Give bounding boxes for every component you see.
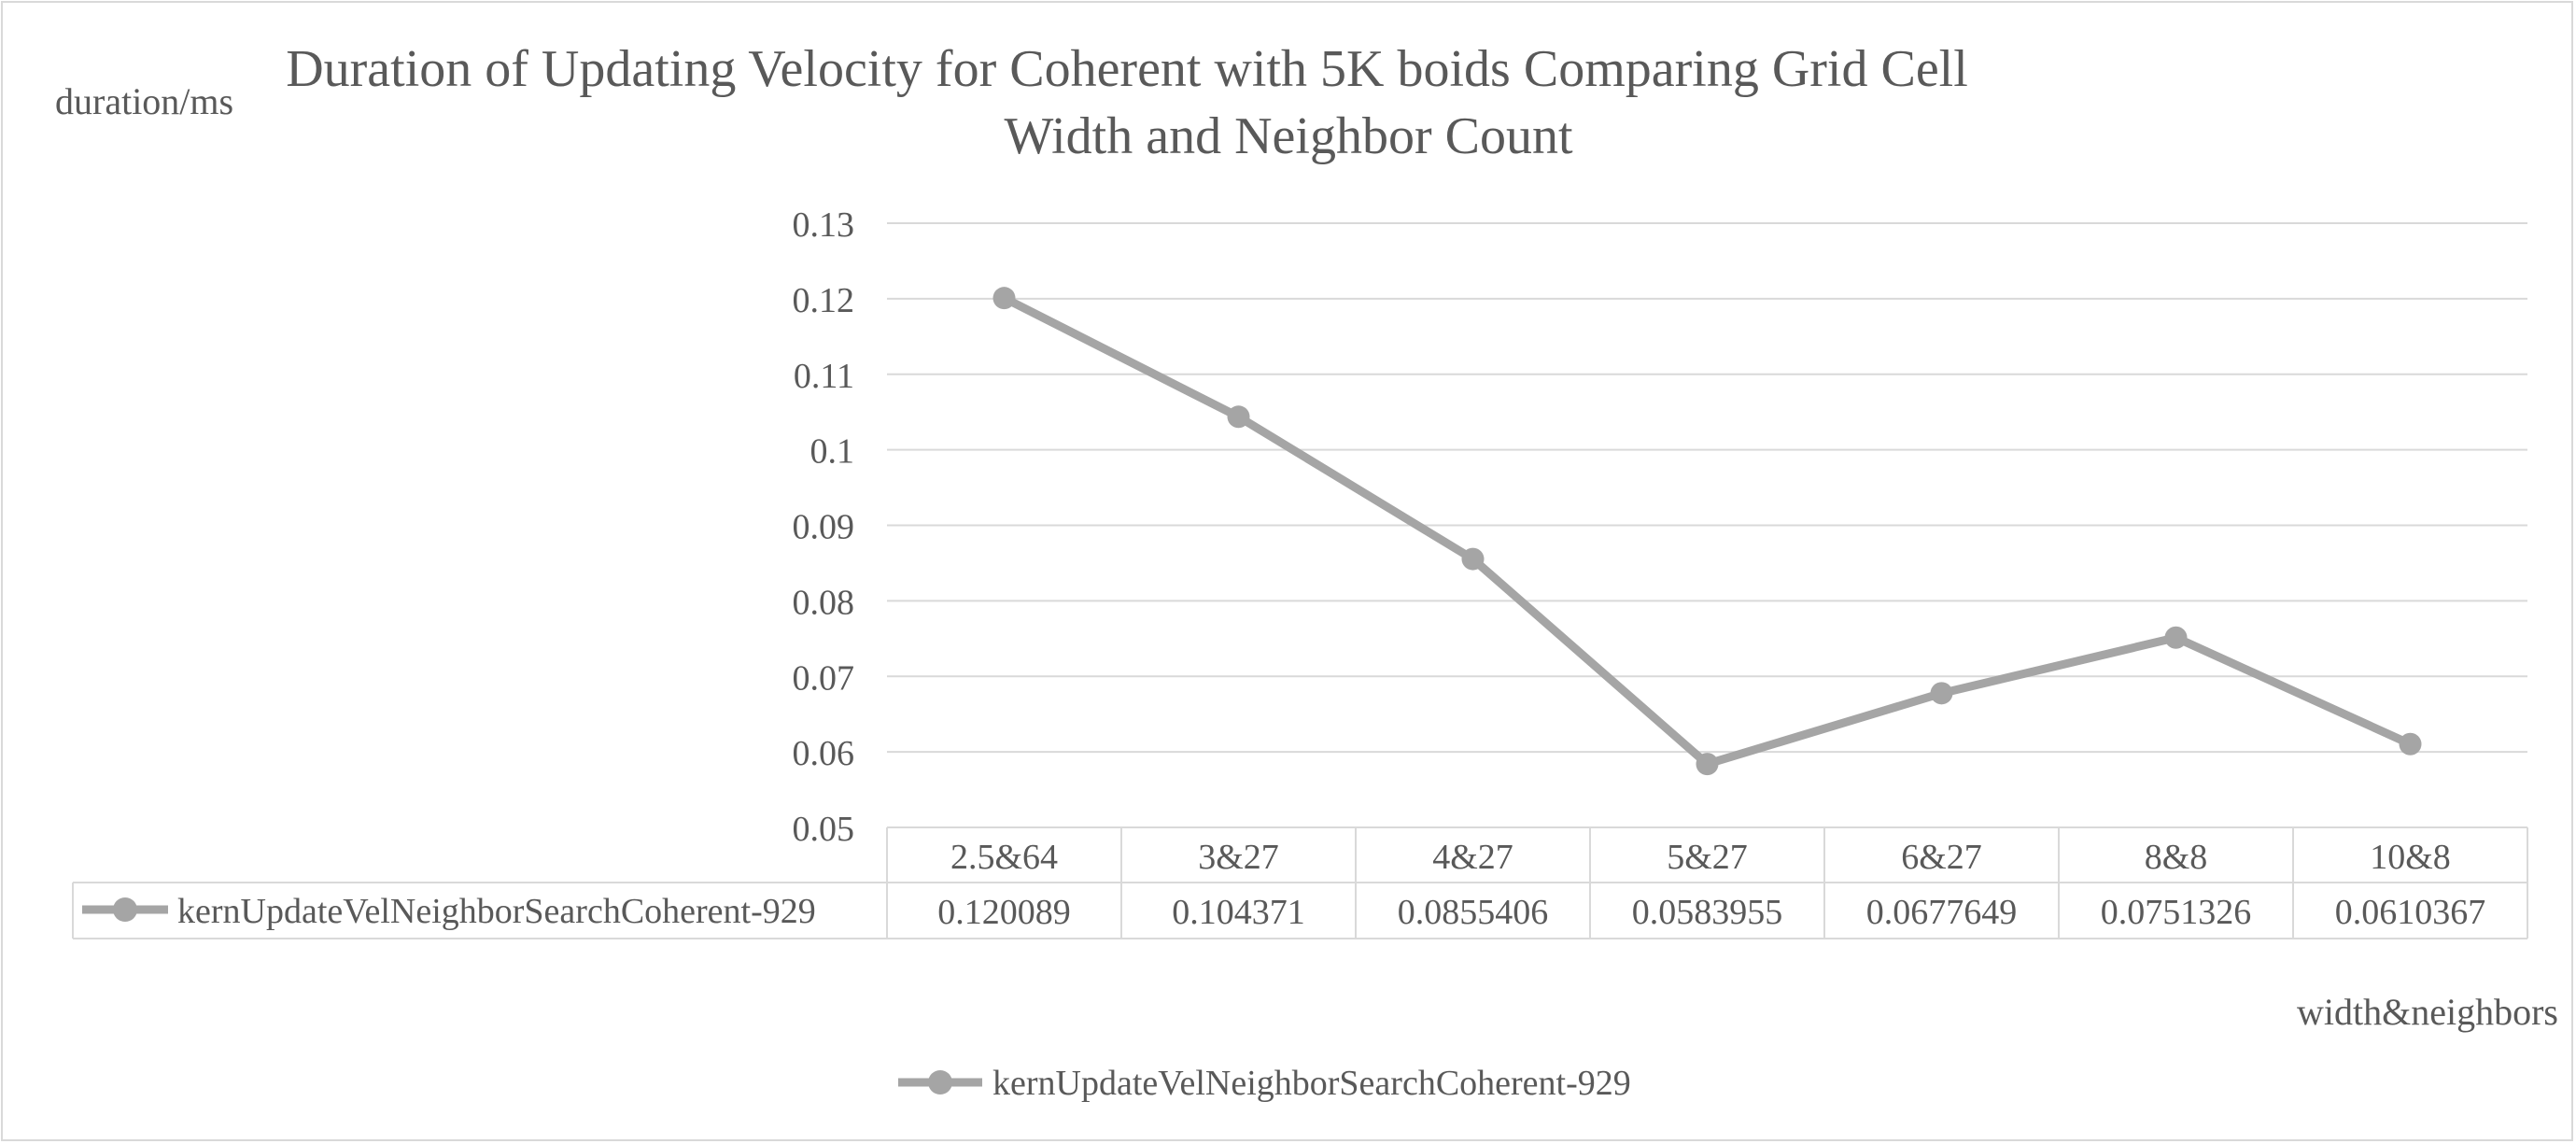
data-point xyxy=(992,287,1016,310)
y-tick-label: 0.1 xyxy=(810,432,855,472)
chart-title-line-1: Duration of Updating Velocity for Cohere… xyxy=(286,40,1968,98)
data-point xyxy=(1930,682,1953,705)
table-value-cell: 0.120089 xyxy=(937,893,1071,932)
series-line xyxy=(1000,293,2414,769)
table-series-name: kernUpdateVelNeighborSearchCoherent-929 xyxy=(177,892,816,931)
table-value-cell: 0.0855406 xyxy=(1398,893,1549,932)
y-tick-label: 0.09 xyxy=(793,508,855,547)
chart-title-line-2: Width and Neighbor Count xyxy=(1005,107,1573,165)
x-category-label: 2.5&64 xyxy=(950,838,1058,877)
grid-lines xyxy=(887,222,2527,828)
y-axis-ticks: 0.13 0.12 0.11 0.1 0.09 0.08 0.07 0.06 0.05 xyxy=(793,205,855,849)
legend-key-marker xyxy=(928,1070,952,1095)
legend: kernUpdateVelNeighborSearchCoherent-929 xyxy=(898,1064,1631,1103)
y-tick-label: 0.05 xyxy=(793,810,855,849)
series-group xyxy=(992,287,2422,776)
y-tick-label: 0.07 xyxy=(793,658,855,698)
x-axis-label: width&neighbors xyxy=(2297,991,2558,1033)
table-value-cell: 0.104371 xyxy=(1172,893,1305,932)
data-point xyxy=(1461,547,1485,571)
x-category-label: 5&27 xyxy=(1667,838,1748,877)
y-tick-label: 0.08 xyxy=(793,583,855,622)
data-point xyxy=(2164,626,2188,649)
table-series-key-marker xyxy=(113,897,137,922)
table-value-cell: 0.0677649 xyxy=(1866,893,2018,932)
x-category-label: 3&27 xyxy=(1198,838,1279,877)
y-tick-label: 0.12 xyxy=(793,281,855,320)
data-point xyxy=(2399,732,2422,756)
y-axis-label: duration/ms xyxy=(55,80,233,122)
x-category-label: 10&8 xyxy=(2370,838,2451,877)
data-table: 2.5&64 0.120089 3&27 0.104371 4&27 0.0855406 5… xyxy=(72,826,2528,939)
x-category-label: 6&27 xyxy=(1901,838,1982,877)
x-category-label: 4&27 xyxy=(1432,838,1513,877)
y-tick-label: 0.06 xyxy=(793,734,855,773)
data-point xyxy=(1696,753,1719,776)
table-value-cell: 0.0583955 xyxy=(1632,893,1783,932)
table-value-cell: 0.0751326 xyxy=(2101,893,2252,932)
y-tick-label: 0.11 xyxy=(794,357,854,396)
table-value-cell: 0.0610367 xyxy=(2335,893,2486,932)
x-category-label: 8&8 xyxy=(2145,838,2208,877)
data-point xyxy=(1227,405,1250,429)
y-tick-label: 0.13 xyxy=(793,205,855,245)
legend-label: kernUpdateVelNeighborSearchCoherent-929 xyxy=(992,1064,1631,1103)
chart-title: Duration of Updating Velocity for Cohere… xyxy=(286,40,1968,165)
